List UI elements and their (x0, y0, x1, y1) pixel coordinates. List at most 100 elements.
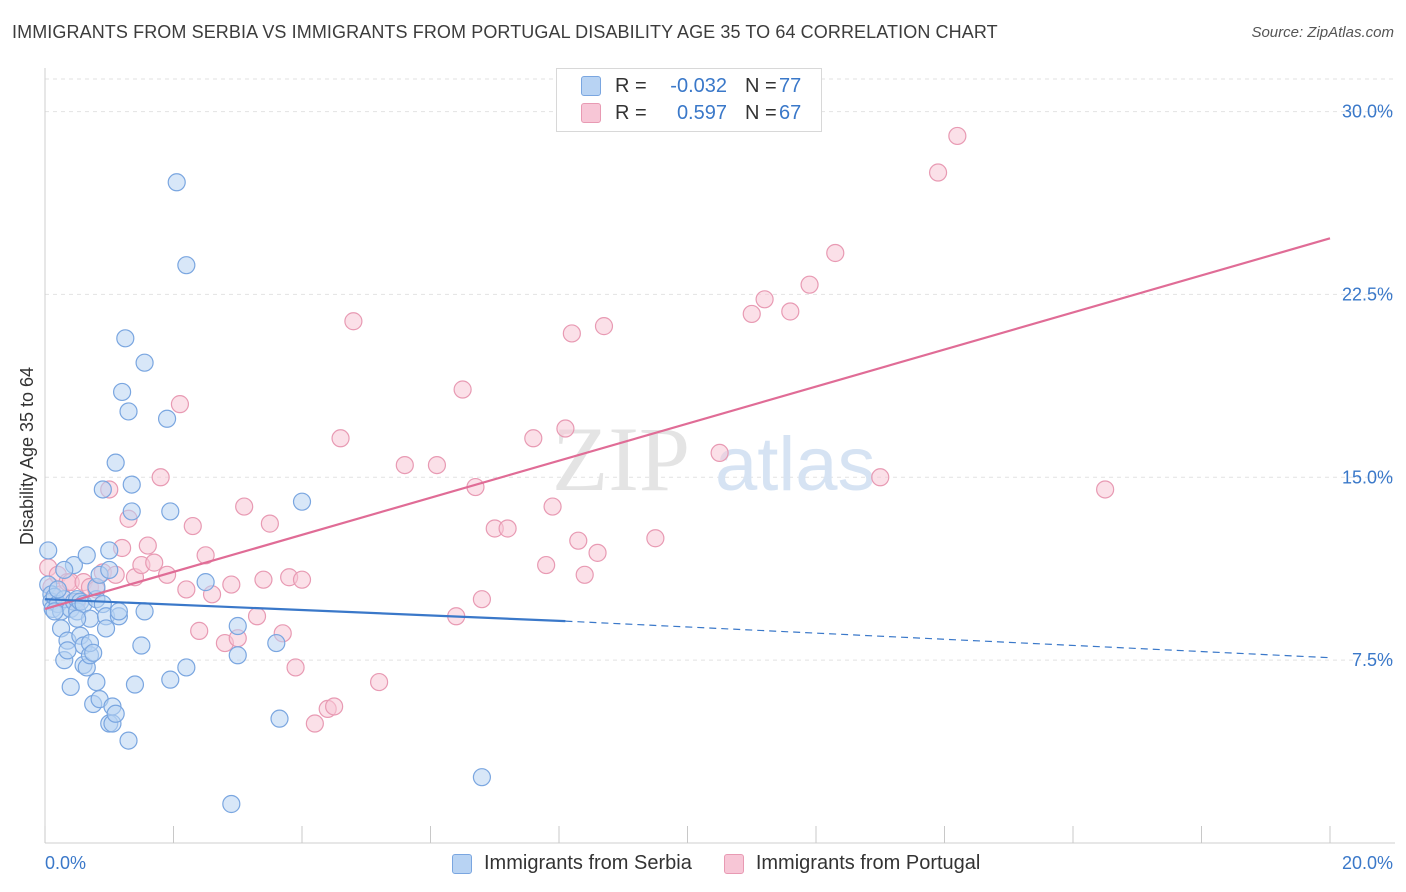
trend-lines (44, 237, 1331, 659)
portugal-point (138, 536, 157, 555)
serbia-point (132, 636, 151, 655)
serbia-point (100, 560, 119, 580)
serbia-point (177, 256, 196, 275)
portugal-point (562, 324, 581, 343)
y-tick-label: 30.0% (1342, 102, 1393, 122)
portugal-point (395, 455, 414, 475)
portugal-point (826, 243, 845, 263)
serbia-point (58, 641, 77, 660)
portugal-point (453, 380, 472, 399)
portugal-trend-line (44, 237, 1331, 610)
portugal-point (594, 317, 614, 336)
portugal-point (370, 672, 389, 692)
legend-label-portugal: Immigrants from Portugal (755, 852, 981, 874)
serbia-point (39, 541, 58, 560)
serbia-point (292, 492, 312, 511)
tick-labels: 7.5% 15.0% 22.5% 30.0% 0.0% 20.0% (45, 102, 1393, 873)
serbia-swatch (452, 853, 472, 874)
portugal-point (427, 455, 447, 475)
serbia-point (222, 794, 241, 814)
watermark-zip: ZIP (552, 408, 690, 510)
portugal-point (646, 529, 665, 548)
serbia-point (116, 329, 135, 348)
portugal-point (344, 312, 363, 331)
legend-item-serbia[interactable]: Immigrants from Serbia (452, 852, 692, 875)
watermark-atlas: atlas (715, 422, 876, 507)
serbia-point (61, 677, 80, 697)
portugal-point (800, 275, 819, 294)
portugal-point (177, 580, 196, 599)
portugal-point (742, 304, 761, 324)
legend-label-serbia: Immigrants from Serbia (484, 852, 692, 874)
n-value: 67 (779, 101, 802, 124)
stats-row-portugal: R = 0.597 N = 67 (581, 100, 801, 126)
portugal-point (543, 497, 562, 516)
y-axis-label: Disability Age 35 to 64 (17, 367, 37, 545)
portugal-point (235, 497, 254, 516)
portugal-swatch (581, 103, 601, 123)
portugal-point (575, 565, 594, 584)
portugal-point (254, 570, 273, 589)
portugal-point (170, 395, 190, 414)
y-tick-label: 7.5% (1352, 650, 1393, 670)
r-value: -0.032 (670, 74, 727, 97)
serbia-point (270, 709, 289, 728)
x-tick-label: 0.0% (45, 853, 86, 873)
x-tick-label: 20.0% (1342, 853, 1393, 873)
serbia-point (87, 672, 106, 692)
serbia-point (177, 658, 196, 677)
portugal-point (305, 714, 324, 733)
portugal-point (145, 553, 164, 572)
portugal-point (1096, 480, 1115, 499)
serbia-trend-extension (565, 620, 1331, 659)
portugal-point (948, 126, 967, 146)
grid-lines (45, 78, 1395, 661)
serbia-trend-line (44, 598, 566, 623)
portugal-point (247, 607, 267, 626)
serbia-point (196, 573, 215, 592)
r-label: R = (615, 74, 647, 97)
legend-item-portugal[interactable]: Immigrants from Portugal (723, 852, 981, 875)
serbia-point (472, 768, 491, 787)
serbia-point (100, 541, 119, 560)
serbia-point (84, 643, 103, 662)
n-value: 77 (779, 74, 802, 97)
r-value: 0.597 (676, 101, 727, 124)
serbia-point (48, 580, 67, 599)
portugal-point (325, 697, 344, 716)
portugal-swatch (723, 853, 744, 874)
axes (44, 68, 1395, 844)
serbia-point (125, 675, 145, 694)
n-label: N = (745, 101, 777, 124)
portugal-point (569, 531, 588, 550)
serbia-point (135, 353, 154, 372)
serbia-point (157, 409, 177, 428)
stats-legend: R = -0.032 N = 77 R = 0.597 N = 67 (556, 68, 822, 132)
portugal-point (537, 555, 556, 575)
portugal-point (871, 468, 890, 487)
portugal-point (472, 590, 491, 609)
portugal-point (498, 519, 517, 538)
source-label: Source: ZipAtlas.com (1251, 24, 1394, 41)
portugal-point (331, 429, 350, 448)
portugal-point (151, 468, 170, 487)
serbia-point (161, 670, 180, 689)
portugal-point (183, 516, 202, 536)
n-label: N = (745, 74, 777, 97)
serbia-point (106, 453, 125, 472)
serbia-point (96, 619, 116, 638)
portugal-point (588, 543, 607, 562)
portugal-point (190, 621, 209, 640)
portugal-point (286, 658, 305, 677)
series-legend: Immigrants from Serbia Immigrants from P… (452, 852, 1012, 875)
serbia-point (106, 704, 125, 723)
serbia-point (109, 602, 128, 621)
chart-title: IMMIGRANTS FROM SERBIA VS IMMIGRANTS FRO… (12, 22, 998, 42)
stats-row-serbia: R = -0.032 N = 77 (581, 73, 801, 99)
serbia-point (228, 616, 247, 636)
serbia-point (68, 609, 87, 628)
serbia-point (119, 731, 138, 750)
portugal-point (710, 443, 729, 463)
serbia-point (55, 560, 74, 580)
